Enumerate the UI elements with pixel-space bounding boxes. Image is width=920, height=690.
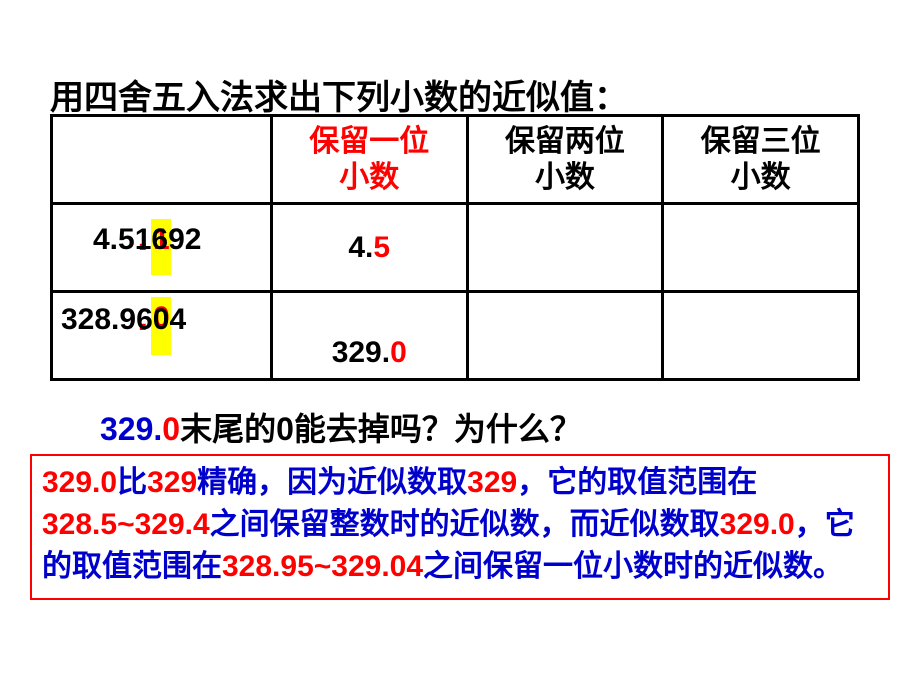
input-number-1: . 1 4.51692 xyxy=(52,204,272,292)
input-number-2: . 0 328.9604 xyxy=(52,292,272,380)
header-3dp: 保留三位小数 xyxy=(663,116,859,204)
answer-3dp-row2 xyxy=(663,292,859,380)
answer-2dp-row1 xyxy=(467,204,663,292)
rounding-table: 保留一位小数 保留两位小数 保留三位小数 . 1 4.51692 4.5 . 0 xyxy=(50,114,860,381)
answer-1dp-row1: 4.5 xyxy=(271,204,467,292)
data-row-1: . 1 4.51692 4.5 xyxy=(52,204,859,292)
header-2dp: 保留两位小数 xyxy=(467,116,663,204)
answer-3dp-row1 xyxy=(663,204,859,292)
answer-2dp-row2 xyxy=(467,292,663,380)
data-row-2: . 0 328.9604 329.0 xyxy=(52,292,859,380)
question-text: 329.0末尾的0能去掉吗？为什么？ xyxy=(100,404,582,450)
answer-1dp-row2: 329.0 xyxy=(271,292,467,380)
header-row: 保留一位小数 保留两位小数 保留三位小数 xyxy=(52,116,859,204)
header-1dp: 保留一位小数 xyxy=(271,116,467,204)
page-title: 用四舍五入法求出下列小数的近似值： xyxy=(50,70,628,119)
explanation-box: 329.0比329精确，因为近似数取329，它的取值范围在328.5~329.4… xyxy=(30,454,890,600)
header-blank xyxy=(52,116,272,204)
